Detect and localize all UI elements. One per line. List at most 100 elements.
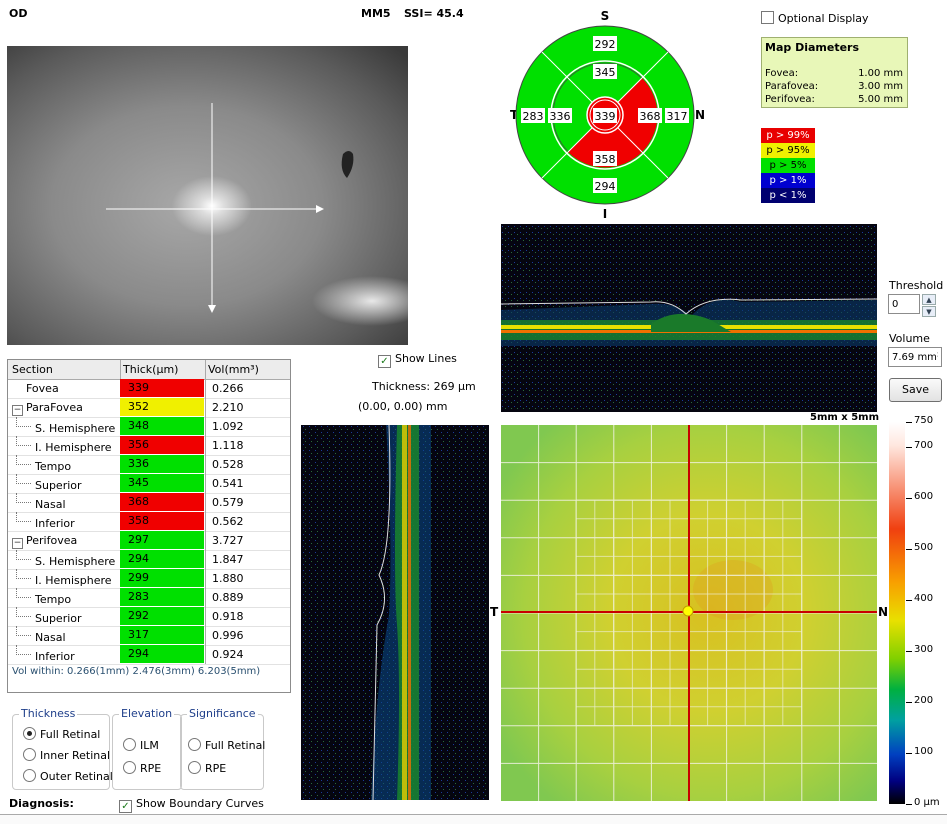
volume-label: Volume <box>889 332 930 345</box>
legend-item: p < 1% <box>761 188 815 203</box>
table-row[interactable]: Fovea 339 0.266 <box>8 379 290 399</box>
sector-label-s: S <box>601 9 610 23</box>
save-button[interactable]: Save <box>889 378 942 402</box>
radio-elev-rpe[interactable]: RPE <box>123 761 161 775</box>
sector-map[interactable]: S I T N 292 294 283 317 345 358 336 368 … <box>508 8 708 220</box>
legend-item: p > 99% <box>761 128 815 143</box>
table-row[interactable]: S. Hemisphere 294 1.847 <box>8 550 290 570</box>
threshold-down-button[interactable]: ▼ <box>922 306 936 317</box>
show-boundary-box[interactable]: ✓ <box>119 800 132 813</box>
vertical-bscan[interactable] <box>301 425 489 800</box>
show-boundary-checkbox[interactable]: ✓ Show Boundary Curves <box>119 797 264 813</box>
elevation-group-title: Elevation <box>119 707 175 720</box>
row-section: Fovea <box>26 382 59 395</box>
colorbar-tick <box>906 702 912 704</box>
row-volume: 0.924 <box>205 645 297 664</box>
table-row[interactable]: I. Hemisphere 299 1.880 <box>8 569 290 589</box>
radio-full-retinal[interactable]: Full Retinal <box>23 727 100 741</box>
table-row[interactable]: − Perifovea 297 3.727 <box>8 531 290 551</box>
sector-label-t: T <box>510 108 519 122</box>
row-section: Inferior <box>12 512 120 531</box>
radio-inner-retinal[interactable]: Inner Retinal <box>23 748 110 762</box>
optional-display-checkbox[interactable]: Optional Display <box>761 11 869 25</box>
colorbar-tick <box>906 447 912 449</box>
thickness-table[interactable]: Section Thick(µm) Vol(mm³) Fovea 339 0.266… <box>7 359 291 693</box>
sector-inner-inf: 358 <box>595 153 616 166</box>
sector-inner-temp: 336 <box>550 110 571 123</box>
eye-label: OD <box>9 7 28 20</box>
row-thickness: 317 <box>120 626 204 644</box>
row-thickness: 356 <box>120 436 204 454</box>
radio-elev-ilm[interactable]: ILM <box>123 738 159 752</box>
row-section: Tempo <box>12 588 120 607</box>
expand-toggle-icon[interactable]: − <box>12 538 23 549</box>
legend-item: p > 1% <box>761 173 815 188</box>
fundus-v-arrow <box>208 305 216 313</box>
colorbar-tick-label: 100 <box>914 746 934 758</box>
threshold-input[interactable] <box>888 294 920 314</box>
radio-sig-rpe[interactable]: RPE <box>188 761 226 775</box>
colorbar-tick-label: 200 <box>914 695 934 707</box>
table-row[interactable]: Tempo 336 0.528 <box>8 455 290 475</box>
radio-sig-full-retinal[interactable]: Full Retinal <box>188 738 265 752</box>
colorbar-tick <box>906 600 912 602</box>
legend-item: p > 5% <box>761 158 815 173</box>
table-row[interactable]: − ParaFovea 352 2.210 <box>8 398 290 418</box>
row-thickness: 292 <box>120 607 204 625</box>
table-row[interactable]: Superior 292 0.918 <box>8 607 290 627</box>
row-section: − ParaFovea <box>12 401 83 416</box>
colorbar-tick-label: 500 <box>914 542 934 554</box>
row-section: S. Hemisphere <box>12 417 120 436</box>
table-row[interactable]: Tempo 283 0.889 <box>8 588 290 608</box>
row-volume: 0.889 <box>205 588 297 607</box>
fundus-h-arrow <box>316 205 324 213</box>
table-row[interactable]: S. Hemisphere 348 1.092 <box>8 417 290 437</box>
map-size-label: 5mm x 5mm <box>810 412 880 423</box>
sector-label-n: N <box>695 108 705 122</box>
row-volume: 1.880 <box>205 569 297 588</box>
row-section: Nasal <box>12 493 120 512</box>
row-thickness: 348 <box>120 417 204 435</box>
row-volume: 0.918 <box>205 607 297 626</box>
thickness-group: Thickness Full Retinal Inner Retinal Out… <box>12 707 113 790</box>
map-axis-n: N <box>878 605 889 619</box>
diagnosis-field[interactable] <box>0 814 947 824</box>
sector-outer-inf: 294 <box>595 180 616 193</box>
threshold-up-button[interactable]: ▲ <box>922 294 936 305</box>
fundus-dark-spot <box>341 151 354 178</box>
map-center-marker <box>682 605 694 617</box>
table-row[interactable]: Superior 345 0.541 <box>8 474 290 494</box>
table-row[interactable]: I. Hemisphere 356 1.118 <box>8 436 290 456</box>
table-row[interactable]: Inferior 358 0.562 <box>8 512 290 532</box>
table-header: Section Thick(µm) Vol(mm³) <box>8 360 290 380</box>
significance-group: Significance Full Retinal RPE <box>180 707 265 790</box>
fundus-image[interactable] <box>7 46 408 345</box>
map-diameter-row: Fovea: 1.00 mm <box>765 68 903 79</box>
sector-inner-nasal-val: 368 <box>640 110 661 123</box>
row-thickness: 299 <box>120 569 204 587</box>
table-row[interactable]: Nasal 317 0.996 <box>8 626 290 646</box>
sector-inner-inferior <box>568 115 642 168</box>
map-diameters-panel: Map Diameters Fovea: 1.00 mm Parafovea: 3.0… <box>761 37 908 108</box>
optional-display-box[interactable] <box>761 11 774 24</box>
thickness-map[interactable] <box>501 425 877 801</box>
vol-within-text: Vol within: 0.266(1mm) 2.476(3mm) 6.203(… <box>12 666 261 677</box>
table-row[interactable]: Inferior 294 0.924 <box>8 645 290 665</box>
sector-outer-nasal: 317 <box>667 110 688 123</box>
row-thickness: 368 <box>120 493 204 511</box>
sector-label-i: I <box>603 207 607 220</box>
row-thickness: 297 <box>120 531 204 549</box>
sector-inner-sup: 345 <box>595 66 616 79</box>
row-thickness: 283 <box>120 588 204 606</box>
row-section: Inferior <box>12 645 120 664</box>
row-thickness: 339 <box>120 379 204 397</box>
radio-outer-retinal[interactable]: Outer Retinal <box>23 769 113 783</box>
row-section: Nasal <box>12 626 120 645</box>
elevation-group: Elevation ILM RPE <box>112 707 182 790</box>
table-row[interactable]: Nasal 368 0.579 <box>8 493 290 513</box>
row-volume: 1.847 <box>205 550 297 569</box>
expand-toggle-icon[interactable]: − <box>12 405 23 416</box>
show-lines-checkbox[interactable]: ✓ Show Lines <box>378 352 457 368</box>
show-lines-box[interactable]: ✓ <box>378 355 391 368</box>
horizontal-bscan[interactable] <box>501 224 877 412</box>
